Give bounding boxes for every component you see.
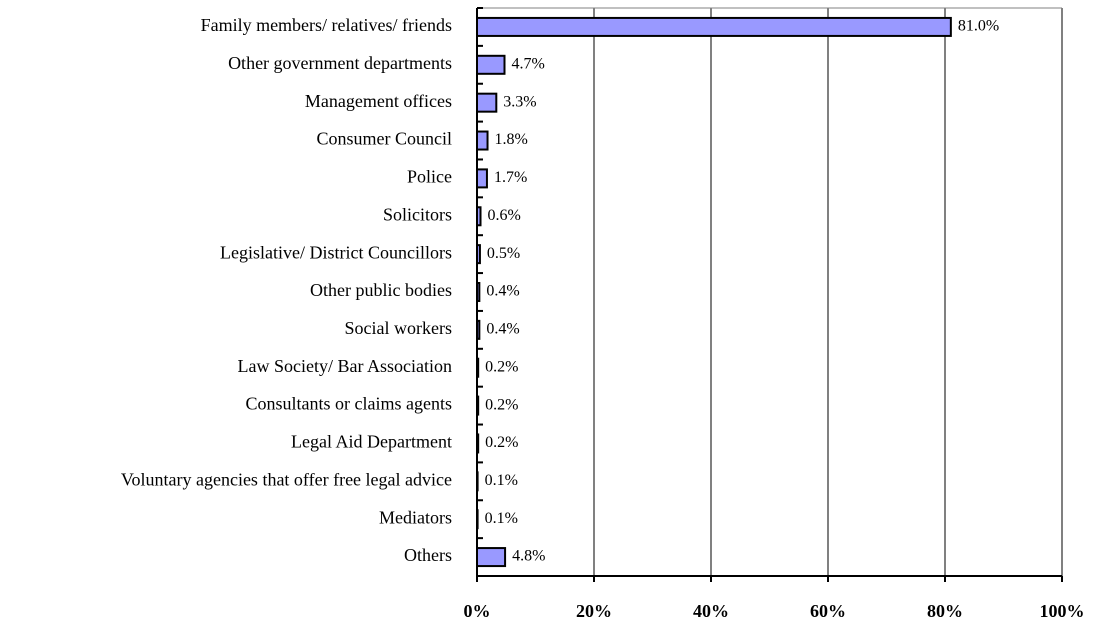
value-label: 81.0% — [958, 18, 999, 35]
value-label: 0.5% — [487, 245, 520, 262]
y-tick-label: Other government departments — [228, 53, 452, 73]
y-tick-label: Legislative/ District Councillors — [220, 242, 452, 262]
value-label: 1.7% — [494, 169, 527, 186]
bar — [476, 509, 479, 530]
bar — [476, 395, 480, 416]
bar — [476, 54, 506, 75]
y-tick-label: Management offices — [305, 91, 452, 111]
y-tick-label: Law Society/ Bar Association — [238, 356, 452, 376]
bar — [476, 319, 481, 340]
bar — [476, 357, 480, 378]
value-label: 0.1% — [485, 472, 518, 489]
value-label: 4.7% — [511, 55, 544, 72]
x-tick-label: 80% — [927, 601, 963, 621]
value-label: 3.3% — [503, 93, 536, 110]
y-tick-label: Other public bodies — [310, 280, 452, 300]
y-tick-label: Voluntary agencies that offer free legal… — [121, 469, 452, 489]
value-label: 0.1% — [485, 510, 518, 527]
bar — [476, 282, 481, 302]
bar — [476, 433, 480, 454]
y-tick-label: Family members/ relatives/ friends — [201, 15, 452, 35]
y-tick-label: Consumer Council — [317, 129, 453, 149]
bar — [476, 547, 507, 568]
y-tick-label: Social workers — [345, 318, 452, 338]
bar — [476, 471, 479, 492]
bar — [476, 92, 498, 113]
bar — [476, 130, 489, 151]
y-tick-label: Solicitors — [383, 204, 452, 224]
x-tick-label: 40% — [693, 601, 729, 621]
y-tick-label: Consultants or claims agents — [246, 394, 452, 414]
x-tick-label: 0% — [464, 601, 491, 621]
y-tick-label: Legal Aid Department — [291, 432, 452, 452]
value-label: 0.6% — [488, 207, 521, 224]
y-tick-label: Mediators — [379, 507, 452, 527]
y-tick-label: Others — [404, 545, 452, 565]
value-label: 0.2% — [485, 434, 518, 451]
y-tick-label: Police — [407, 167, 452, 187]
x-tick-label: 20% — [576, 601, 612, 621]
bar — [476, 244, 481, 265]
value-label: 1.8% — [495, 131, 528, 148]
x-tick-label: 100% — [1040, 601, 1085, 621]
value-label: 4.8% — [512, 548, 545, 565]
value-label: 0.4% — [486, 321, 519, 338]
bar — [476, 206, 482, 227]
bar — [476, 16, 952, 37]
x-tick-label: 60% — [810, 601, 846, 621]
bar — [476, 168, 488, 189]
value-label: 0.2% — [485, 358, 518, 375]
value-label: 0.4% — [486, 283, 519, 300]
value-label: 0.2% — [485, 396, 518, 413]
